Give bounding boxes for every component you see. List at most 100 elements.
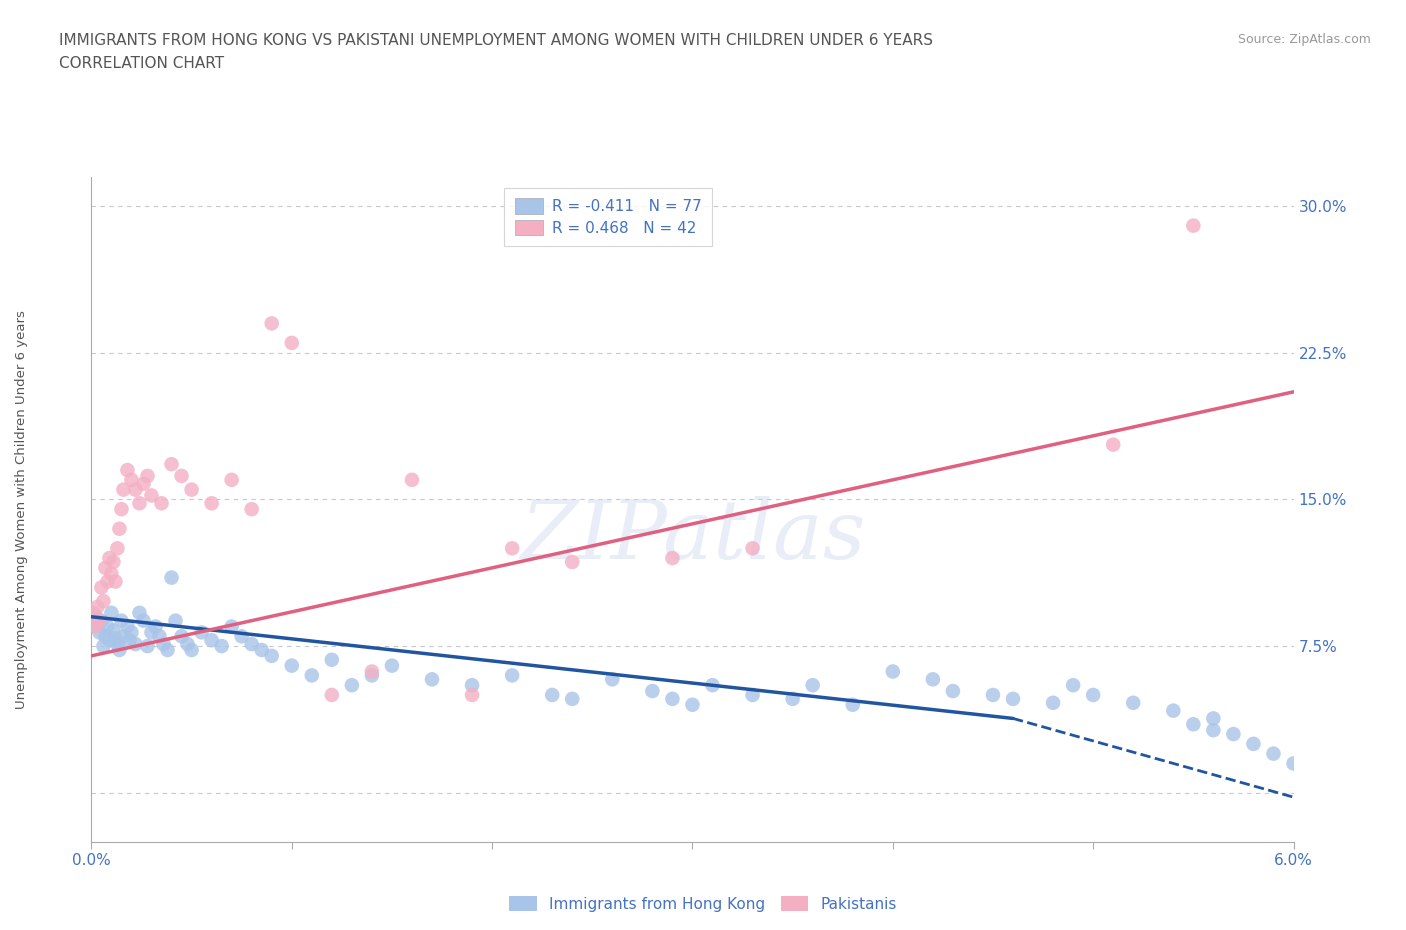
Point bbox=[681, 698, 703, 712]
Point bbox=[86, 600, 108, 615]
Point bbox=[782, 691, 804, 706]
Point bbox=[108, 522, 131, 537]
Point bbox=[104, 631, 127, 645]
Point bbox=[148, 629, 170, 644]
Point bbox=[1182, 717, 1205, 732]
Point bbox=[110, 613, 132, 628]
Point bbox=[112, 482, 135, 497]
Point bbox=[98, 632, 121, 647]
Point bbox=[801, 678, 824, 693]
Point bbox=[981, 687, 1004, 702]
Point bbox=[401, 472, 423, 487]
Point bbox=[702, 678, 724, 693]
Point bbox=[741, 687, 763, 702]
Point bbox=[117, 619, 139, 634]
Point bbox=[110, 502, 132, 517]
Point bbox=[132, 476, 155, 491]
Point bbox=[1263, 746, 1285, 761]
Point bbox=[641, 684, 664, 698]
Point bbox=[360, 668, 382, 683]
Point bbox=[84, 619, 107, 634]
Point bbox=[150, 496, 173, 511]
Point bbox=[602, 671, 624, 686]
Text: IMMIGRANTS FROM HONG KONG VS PAKISTANI UNEMPLOYMENT AMONG WOMEN WITH CHILDREN UN: IMMIGRANTS FROM HONG KONG VS PAKISTANI U… bbox=[59, 33, 934, 47]
Point bbox=[118, 632, 141, 647]
Point bbox=[90, 613, 112, 628]
Point bbox=[141, 488, 163, 503]
Legend: Immigrants from Hong Kong, Pakistanis: Immigrants from Hong Kong, Pakistanis bbox=[503, 889, 903, 918]
Point bbox=[250, 643, 273, 658]
Point bbox=[112, 629, 135, 644]
Point bbox=[1282, 756, 1305, 771]
Point bbox=[141, 625, 163, 640]
Point bbox=[360, 664, 382, 679]
Text: CORRELATION CHART: CORRELATION CHART bbox=[59, 56, 224, 71]
Point bbox=[107, 637, 129, 652]
Point bbox=[321, 652, 343, 667]
Point bbox=[86, 618, 108, 632]
Point bbox=[170, 469, 193, 484]
Point bbox=[160, 570, 183, 585]
Legend: R = -0.411   N = 77, R = 0.468   N = 42: R = -0.411 N = 77, R = 0.468 N = 42 bbox=[505, 188, 713, 246]
Point bbox=[94, 629, 117, 644]
Point bbox=[89, 625, 111, 640]
Point bbox=[89, 613, 111, 628]
Point bbox=[260, 648, 283, 663]
Point bbox=[661, 691, 683, 706]
Point bbox=[180, 482, 202, 497]
Point bbox=[561, 691, 583, 706]
Point bbox=[1102, 437, 1125, 452]
Point bbox=[170, 629, 193, 644]
Point bbox=[160, 457, 183, 472]
Point bbox=[922, 671, 945, 686]
Point bbox=[501, 541, 523, 556]
Point bbox=[741, 541, 763, 556]
Point bbox=[301, 668, 323, 683]
Point bbox=[1122, 696, 1144, 711]
Point bbox=[132, 613, 155, 628]
Point bbox=[108, 643, 131, 658]
Text: ZIPatlas: ZIPatlas bbox=[520, 496, 865, 576]
Point bbox=[93, 639, 115, 654]
Point bbox=[96, 619, 118, 634]
Point bbox=[661, 551, 683, 565]
Point bbox=[1243, 737, 1265, 751]
Point bbox=[90, 580, 112, 595]
Point bbox=[107, 541, 129, 556]
Point bbox=[240, 502, 263, 517]
Point bbox=[1202, 723, 1225, 737]
Point bbox=[221, 619, 243, 634]
Point bbox=[1222, 726, 1244, 741]
Point bbox=[281, 658, 304, 673]
Point bbox=[104, 574, 127, 589]
Point bbox=[100, 605, 122, 620]
Point bbox=[103, 554, 125, 569]
Point bbox=[82, 605, 104, 620]
Point bbox=[461, 678, 484, 693]
Point bbox=[201, 496, 224, 511]
Point bbox=[231, 629, 253, 644]
Point bbox=[190, 625, 212, 640]
Point bbox=[156, 643, 179, 658]
Point bbox=[1083, 687, 1105, 702]
Point bbox=[882, 664, 904, 679]
Point bbox=[136, 639, 159, 654]
Point bbox=[841, 698, 863, 712]
Point bbox=[381, 658, 404, 673]
Point bbox=[260, 316, 283, 331]
Point bbox=[461, 687, 484, 702]
Point bbox=[145, 619, 167, 634]
Point bbox=[1161, 703, 1184, 718]
Point bbox=[1001, 691, 1024, 706]
Point bbox=[103, 623, 125, 638]
Point bbox=[1042, 696, 1064, 711]
Point bbox=[121, 472, 143, 487]
Point bbox=[942, 684, 965, 698]
Point bbox=[1202, 711, 1225, 726]
Point bbox=[281, 336, 304, 351]
Point bbox=[501, 668, 523, 683]
Point bbox=[561, 554, 583, 569]
Text: Unemployment Among Women with Children Under 6 years: Unemployment Among Women with Children U… bbox=[15, 310, 28, 709]
Point bbox=[221, 472, 243, 487]
Point bbox=[180, 643, 202, 658]
